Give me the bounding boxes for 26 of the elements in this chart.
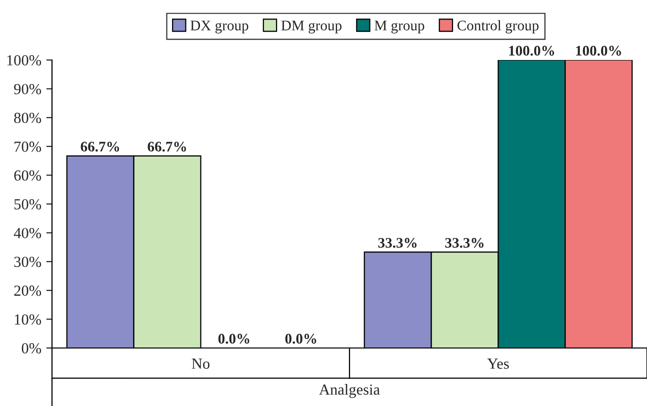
data-label: 33.3% — [445, 238, 484, 248]
y-tick-label: 40% — [14, 228, 42, 238]
y-tick-label: 30% — [14, 256, 42, 268]
legend-label: DM group — [281, 20, 342, 34]
data-label: 33.3% — [378, 238, 417, 248]
y-tick-label: 70% — [14, 142, 42, 152]
data-label: 0.0% — [218, 334, 250, 344]
x-tick-label: No — [192, 358, 210, 369]
legend-label: DX group — [190, 20, 248, 34]
data-label: 0.0% — [285, 334, 316, 344]
y-tick-label: 0% — [22, 343, 42, 354]
data-label: 66.7% — [80, 142, 120, 152]
legend-label: M group — [374, 20, 424, 34]
y-tick-label: 90% — [14, 84, 42, 94]
legend-label: Control group — [457, 20, 539, 34]
data-label: 66.7% — [148, 142, 186, 152]
y-tick-label: 50% — [14, 199, 42, 210]
y-tick-label: 60% — [14, 170, 42, 181]
y-tick-label: 80% — [14, 112, 42, 124]
y-tick-label: 100% — [7, 55, 42, 66]
data-label: 100.0% — [509, 46, 554, 56]
x-axis-title: Analgesia — [319, 384, 380, 398]
data-label: 100.0% — [576, 46, 621, 56]
y-tick-label: 20% — [14, 286, 42, 296]
y-tick-label: 10% — [14, 314, 42, 325]
x-tick-label: Yes — [487, 358, 509, 369]
